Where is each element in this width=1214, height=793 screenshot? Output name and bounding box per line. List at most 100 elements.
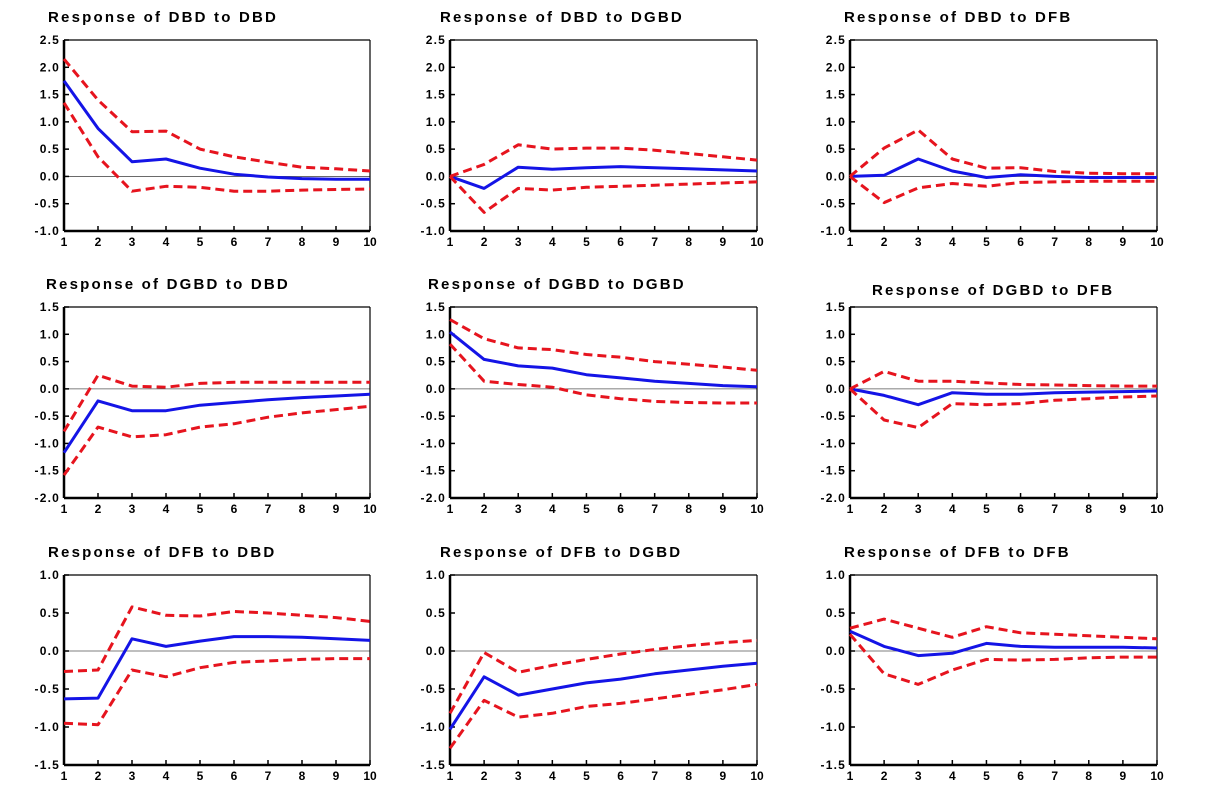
x-tick-label: 6 [617, 502, 624, 516]
x-tick-label: 7 [651, 502, 658, 516]
x-tick-label: 6 [231, 769, 238, 783]
x-tick-label: 1 [61, 769, 68, 783]
x-tick-label: 8 [299, 769, 306, 783]
upper-band-line [849, 617, 1158, 641]
y-tick-label: 1.0 [826, 568, 846, 582]
upper-band-line [63, 605, 371, 673]
response-line [449, 330, 758, 389]
y-tick-label: 0.5 [40, 606, 60, 620]
x-tick-label: 5 [583, 502, 590, 516]
x-tick-label: 2 [95, 502, 102, 516]
lower-band-line [63, 657, 370, 727]
x-tick-label: 7 [651, 235, 658, 249]
y-tick-label: 0.5 [426, 606, 446, 620]
response-line [849, 387, 1158, 407]
x-tick-label: 1 [447, 502, 454, 516]
y-tick-label: 1.5 [426, 88, 446, 102]
x-tick-label: 10 [750, 235, 764, 249]
upper-band-line [62, 373, 370, 433]
upper-band-line [849, 369, 1157, 391]
upper-band-line [449, 143, 758, 178]
x-tick-label: 8 [1085, 769, 1092, 783]
x-tick-label: 5 [583, 235, 590, 249]
x-tick-label: 6 [231, 502, 238, 516]
y-tick-label: -0.5 [35, 197, 60, 211]
x-tick-label: 8 [1085, 235, 1092, 249]
x-tick-label: 8 [685, 502, 692, 516]
x-tick-label: 1 [447, 235, 454, 249]
x-tick-label: 4 [949, 769, 956, 783]
x-tick-label: 3 [915, 502, 922, 516]
x-tick-label: 5 [197, 502, 204, 516]
x-tick-label: 9 [720, 769, 727, 783]
y-tick-label: -0.5 [35, 409, 60, 423]
upper-band-line [448, 638, 758, 715]
y-tick-label: 1.0 [826, 327, 846, 341]
x-tick-label: 6 [1017, 502, 1024, 516]
x-tick-label: 10 [1150, 235, 1164, 249]
y-tick-label: -2.0 [421, 491, 446, 505]
x-tick-label: 9 [1120, 502, 1127, 516]
x-tick-label: 5 [983, 235, 990, 249]
y-tick-label: 1.5 [826, 300, 846, 314]
x-tick-label: 1 [847, 502, 854, 516]
x-tick-label: 6 [617, 235, 624, 249]
x-tick-label: 10 [750, 769, 764, 783]
x-tick-label: 1 [61, 235, 68, 249]
y-tick-label: 1.0 [826, 115, 846, 129]
y-tick-label: -1.0 [35, 720, 60, 734]
x-tick-label: 1 [847, 769, 854, 783]
y-tick-label: -1.0 [821, 720, 846, 734]
y-tick-label: 1.0 [40, 568, 60, 582]
irf-panel-7: Response of DFB to DBD 1.0 0.5 0.0 -0.5 -1.0 -… [35, 544, 377, 783]
y-tick-label: -1.5 [821, 464, 846, 478]
x-tick-label: 9 [720, 502, 727, 516]
panel-title: Response of DBD to DGBD [440, 9, 684, 26]
x-tick-label: 10 [363, 235, 377, 249]
x-tick-label: 7 [651, 769, 658, 783]
upper-band-line [449, 318, 758, 372]
response-line [62, 392, 371, 454]
y-tick-label: 1.0 [426, 327, 446, 341]
y-tick-label: 0.0 [426, 382, 446, 396]
x-tick-label: 7 [265, 235, 272, 249]
y-tick-label: 2.0 [426, 60, 446, 74]
x-tick-label: 3 [915, 769, 922, 783]
y-tick-label: 0.5 [426, 355, 446, 369]
y-tick-label: -1.5 [35, 758, 60, 772]
irf-panel-5: Response of DGBD to DGBD 1.5 1.0 0.5 0.0 -0.5… [421, 276, 764, 516]
x-tick-label: 9 [333, 235, 340, 249]
y-tick-label: -2.0 [821, 491, 846, 505]
y-tick-label: -1.5 [35, 464, 60, 478]
irf-panel-9: Response of DFB to DFB 1.0 0.5 0.0 -0.5 -1.0 -… [821, 544, 1164, 783]
lower-band-line [448, 682, 758, 750]
x-tick-label: 2 [881, 502, 888, 516]
lower-band-line [62, 404, 371, 476]
x-tick-label: 10 [363, 502, 377, 516]
panel-title: Response of DGBD to DFB [872, 282, 1114, 299]
y-tick-label: -1.0 [35, 224, 60, 238]
response-line [63, 635, 371, 701]
y-tick-label: -1.5 [421, 758, 446, 772]
panel-title: Response of DBD to DBD [48, 9, 278, 26]
panel-title: Response of DFB to DFB [844, 544, 1071, 561]
y-tick-label: 0.5 [40, 355, 60, 369]
lower-band-line [848, 633, 1157, 686]
y-tick-label: -1.0 [35, 436, 60, 450]
x-tick-label: 8 [299, 235, 306, 249]
y-tick-label: -0.5 [421, 682, 446, 696]
y-tick-label: -1.0 [421, 436, 446, 450]
x-tick-label: 5 [983, 769, 990, 783]
x-tick-label: 1 [447, 769, 454, 783]
x-tick-label: 3 [129, 502, 136, 516]
x-tick-label: 2 [481, 235, 488, 249]
x-tick-label: 4 [549, 769, 556, 783]
x-tick-label: 3 [129, 769, 136, 783]
x-tick-label: 4 [949, 235, 956, 249]
irf-panel-1: Response of DBD to DBD 2.5 2.0 1.5 1.0 0.5 0.0… [35, 9, 377, 249]
y-tick-label: 0.0 [826, 169, 846, 183]
irf-panel-3: Response of DBD to DFB 2.5 2.0 1.5 1.0 0.5 0.0… [821, 9, 1164, 249]
y-tick-label: 0.0 [40, 382, 60, 396]
y-tick-label: 2.0 [826, 60, 846, 74]
response-line [448, 661, 758, 731]
